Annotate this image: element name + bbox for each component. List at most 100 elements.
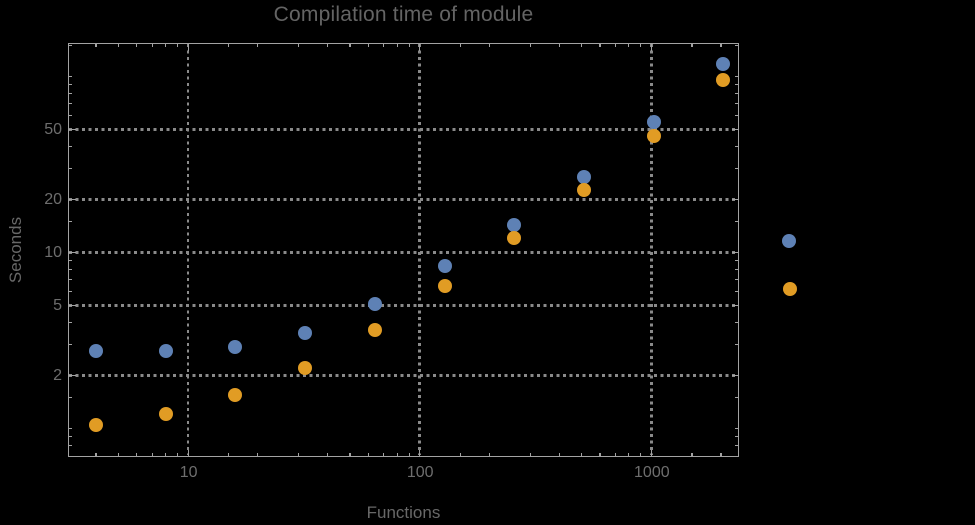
data-point-series-2-orange-x8	[158, 407, 173, 422]
x-axis-tick-9	[176, 44, 179, 47]
y-axis-tick-40	[69, 145, 72, 148]
x-axis-tick-400	[558, 453, 560, 456]
x-axis-tick-6	[136, 44, 138, 47]
x-axis-tick-15	[228, 453, 230, 456]
data-point-series-1-blue-x16	[228, 339, 243, 354]
y-axis-tick-5	[731, 304, 738, 306]
data-point-series-1-blue-x2048	[716, 57, 731, 72]
data-point-series-2-orange-x32	[298, 361, 313, 376]
y-axis-tick-6	[735, 290, 738, 292]
x-axis-tick-1000	[650, 449, 652, 456]
y-tick-label-5: 5	[53, 296, 62, 314]
y-axis-tick-1	[735, 427, 738, 429]
legend-marker-series-2-orange	[783, 282, 797, 296]
data-point-series-1-blue-x32	[298, 325, 313, 340]
data-point-series-2-orange-x64	[367, 323, 382, 338]
gridline-x-100	[418, 44, 421, 455]
y-axis-tick-8	[735, 268, 738, 271]
x-axis-tick-1500	[691, 44, 693, 47]
y-axis-tick-0.8	[735, 444, 738, 446]
y-axis-tick-70	[69, 103, 72, 105]
x-axis-tick-90	[408, 453, 410, 456]
x-axis-tick-600	[599, 453, 601, 456]
y-axis-tick-4	[735, 321, 738, 323]
y-axis-tick-90	[69, 83, 72, 86]
y-axis-tick-8	[69, 268, 72, 271]
data-point-series-1-blue-x8	[158, 344, 173, 358]
y-axis-tick-50	[731, 128, 738, 131]
data-point-series-2-orange-x128	[437, 279, 452, 294]
x-axis-tick-800	[628, 44, 630, 47]
y-axis-tick-9	[69, 259, 72, 262]
y-axis-tick-3	[735, 343, 738, 345]
x-axis-tick-700	[614, 453, 617, 456]
data-point-series-1-blue-x256	[507, 217, 522, 232]
y-axis-label: Seconds	[6, 216, 25, 284]
x-axis-tick-90	[408, 44, 410, 47]
data-point-series-1-blue-x512	[576, 169, 591, 184]
x-axis-tick-80	[396, 453, 398, 456]
x-axis-tick-5	[117, 453, 119, 456]
x-axis-tick-40	[326, 44, 329, 47]
gridline-y-5	[69, 304, 737, 307]
y-axis-tick-4	[69, 321, 72, 323]
x-axis-tick-900	[640, 453, 642, 456]
x-axis-tick-70	[383, 44, 385, 47]
x-axis-tick-4	[95, 44, 97, 47]
x-axis-tick-200	[488, 44, 491, 47]
data-point-series-2-orange-x4	[88, 418, 103, 433]
y-axis-tick-10	[731, 251, 738, 253]
x-axis-tick-20	[257, 453, 259, 456]
x-tick-label-100: 100	[406, 464, 434, 481]
x-axis-tick-9	[176, 453, 179, 456]
y-axis-tick-100	[69, 75, 72, 78]
x-axis-tick-50	[349, 44, 351, 47]
data-point-series-1-blue-x128	[437, 258, 452, 273]
x-axis-tick-400	[558, 44, 560, 47]
gridline-x-1000	[650, 44, 653, 455]
y-axis-tick-40	[735, 145, 738, 148]
data-point-series-2-orange-x16	[228, 387, 243, 402]
x-axis-tick-10	[187, 44, 189, 51]
y-axis-tick-5	[69, 304, 76, 306]
chart-title: Compilation time of module	[273, 3, 534, 26]
y-tick-label-10: 10	[44, 243, 62, 261]
data-point-series-2-orange-x512	[576, 183, 591, 198]
y-axis-tick-20	[731, 198, 738, 201]
y-axis-tick-7	[69, 279, 72, 281]
x-tick-label-10: 10	[179, 464, 198, 481]
x-axis-tick-60	[367, 44, 369, 47]
y-axis-tick-60	[69, 114, 72, 117]
x-axis-tick-600	[599, 44, 601, 47]
y-axis-tick-7	[735, 279, 738, 281]
x-axis-tick-300	[529, 453, 531, 456]
x-axis-tick-150	[459, 44, 462, 47]
data-point-series-1-blue-x64	[367, 296, 382, 311]
x-axis-tick-7	[151, 453, 153, 456]
x-axis-tick-1000	[650, 44, 652, 51]
y-axis-tick-6	[69, 290, 72, 292]
x-axis-tick-7	[151, 44, 153, 47]
x-axis-tick-100	[419, 449, 421, 456]
x-axis-label: Functions	[366, 503, 441, 522]
y-axis-tick-1.5	[69, 396, 72, 398]
y-axis-tick-70	[735, 103, 738, 105]
y-axis-tick-1	[69, 427, 72, 429]
y-tick-label-2: 2	[53, 366, 62, 384]
x-axis-tick-700	[614, 44, 617, 47]
gridline-y-20	[69, 198, 737, 201]
y-axis-tick-20	[69, 198, 76, 201]
data-point-series-2-orange-x256	[507, 231, 522, 246]
y-axis-tick-15	[69, 220, 72, 222]
y-axis-tick-60	[735, 114, 738, 117]
y-axis-tick-100	[735, 75, 738, 78]
gridline-y-10	[69, 251, 737, 254]
x-axis-tick-8	[165, 44, 167, 47]
x-axis-tick-8	[165, 453, 167, 456]
gridline-y-50	[69, 128, 737, 131]
x-axis-tick-70	[383, 453, 385, 456]
x-axis-tick-10	[187, 449, 189, 456]
x-axis-tick-40	[326, 453, 329, 456]
y-tick-label-50: 50	[44, 120, 62, 138]
